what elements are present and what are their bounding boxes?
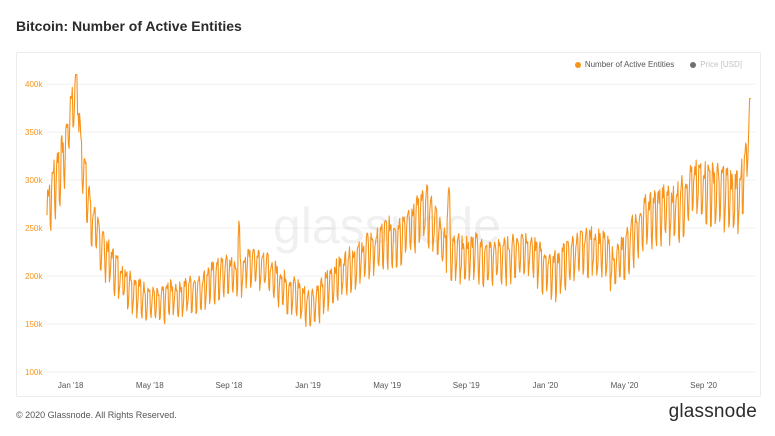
x-tick-label: May '19 [373,381,401,390]
legend-dot-active-icon [574,61,581,68]
chart-title: Bitcoin: Number of Active Entities [16,18,242,34]
y-tick-label: 200k [25,272,43,281]
legend-label-active: Number of Active Entities [584,60,675,69]
chart-canvas: 100k 150k 200k 250k 300k 350k 400k Jan '18 May '… [25,74,755,390]
chart-legend: Number of Active Entities Price [USD] [574,60,742,69]
legend-item-active-entities[interactable]: Number of Active Entities [574,60,675,69]
glassnode-logo[interactable]: glassnode [668,401,757,422]
x-tick-label: Sep '19 [453,381,480,390]
x-tick-label: Sep '20 [690,381,717,390]
series-line-active-entities [46,74,751,328]
legend-dot-price-icon [690,61,697,68]
y-tick-label: 400k [25,80,43,89]
y-tick-label: 100k [25,368,43,377]
y-tick-label: 300k [25,176,43,185]
chart-panel: 100k 150k 200k 250k 300k 350k 400k Jan '18 May '… [16,52,761,397]
x-tick-label: Jan '20 [533,381,559,390]
x-tick-label: May '20 [611,381,639,390]
footer-copyright: © 2020 Glassnode. All Rights Reserved. [16,410,177,420]
legend-item-price[interactable]: Price [USD] [690,60,742,69]
y-tick-label: 350k [25,128,43,137]
x-tick-label: Jan '18 [58,381,84,390]
legend-label-price: Price [USD] [700,60,742,69]
x-tick-label: May '18 [136,381,164,390]
y-tick-label: 250k [25,224,43,233]
x-tick-label: Sep '18 [215,381,242,390]
x-tick-label: Jan '19 [295,381,321,390]
y-tick-label: 150k [25,320,43,329]
